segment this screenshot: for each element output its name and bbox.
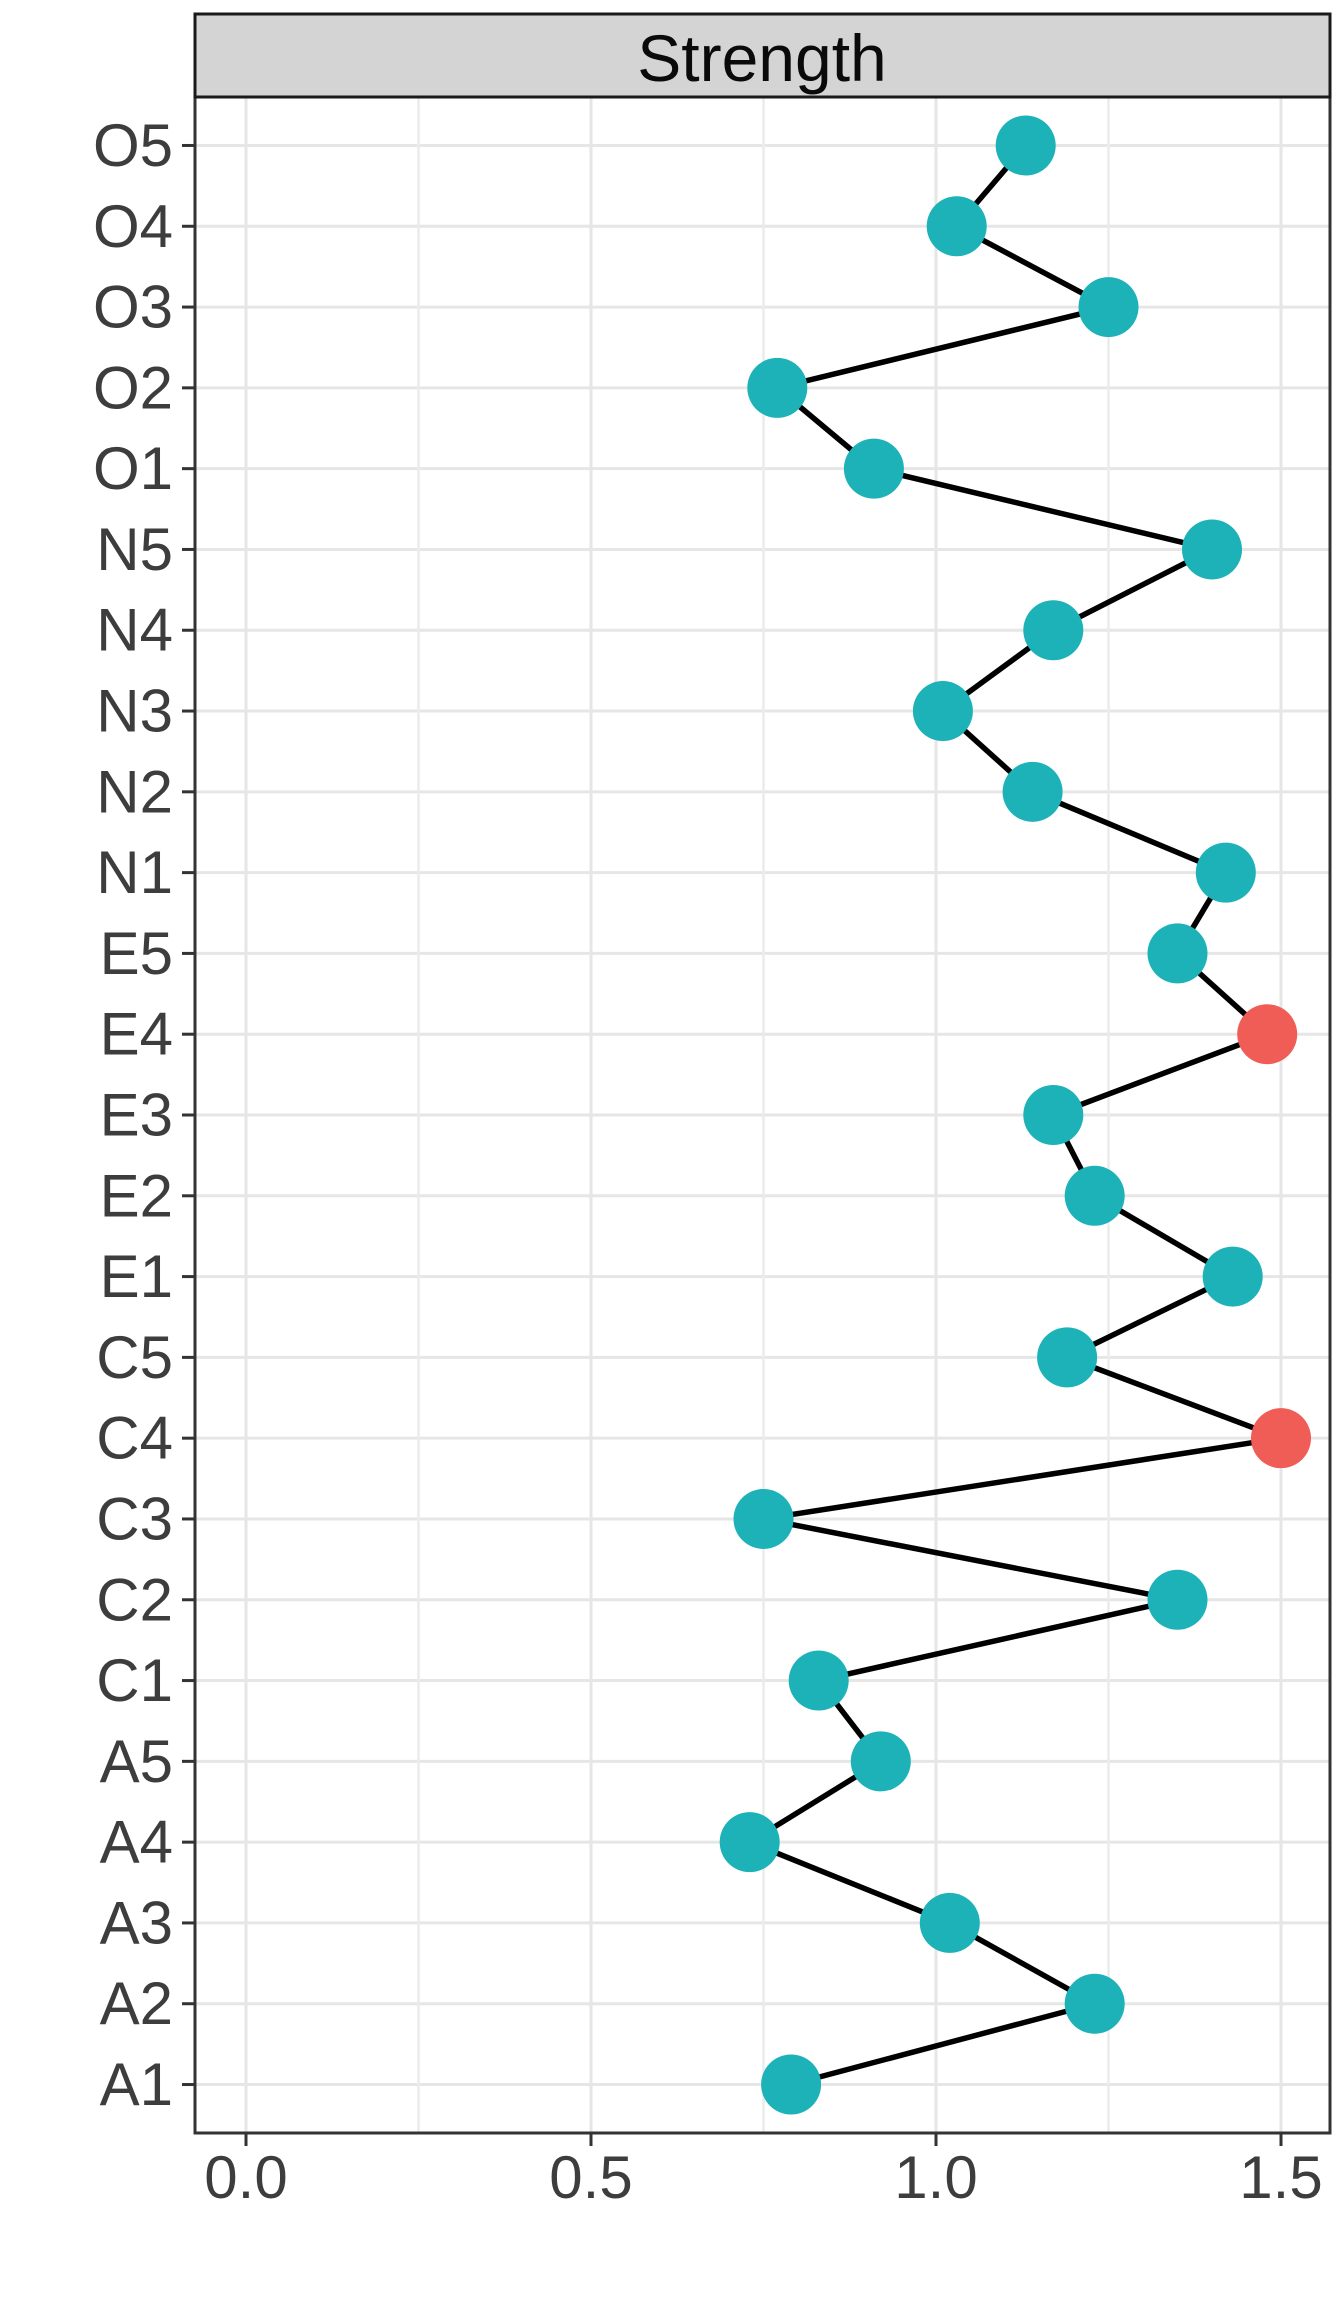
y-tick-label-O1: O1 [93, 435, 173, 502]
y-tick-label-N5: N5 [96, 516, 173, 583]
vertical-gridlines [244, 97, 1283, 2133]
data-point-A2 [1064, 1973, 1125, 2034]
y-tick-label-E3: E3 [100, 1082, 173, 1149]
data-point-C2 [1147, 1569, 1208, 1630]
data-point-O5 [995, 115, 1056, 176]
y-tick-label-O3: O3 [93, 274, 173, 341]
data-point-E4-highlighted [1237, 1004, 1298, 1065]
y-tick-label-A2: A2 [100, 1970, 173, 2037]
x-tick-label-1.5: 1.5 [1239, 2144, 1322, 2211]
y-tick-label-C5: C5 [96, 1324, 173, 1391]
data-point-A5 [850, 1731, 911, 1792]
y-tick-label-N4: N4 [96, 597, 173, 664]
y-tick-label-A1: A1 [100, 2051, 173, 2118]
data-point-N2 [1002, 761, 1063, 822]
data-point-E2 [1064, 1165, 1125, 1226]
data-point-E5 [1147, 923, 1208, 984]
y-tick-label-O4: O4 [93, 193, 173, 260]
y-tick-label-C4: C4 [96, 1405, 173, 1472]
data-point-A3 [919, 1892, 980, 1953]
y-tick-label-E4: E4 [100, 1001, 173, 1068]
data-point-A1 [761, 2054, 822, 2115]
data-point-E1 [1202, 1246, 1263, 1307]
y-tick-label-E5: E5 [100, 920, 173, 987]
y-tick-label-E2: E2 [100, 1162, 173, 1229]
data-point-O3 [1078, 277, 1139, 338]
data-point-A4 [719, 1812, 780, 1873]
y-tick-label-O5: O5 [93, 112, 173, 179]
facet-strip-title: Strength [637, 21, 887, 95]
y-tick-label-C3: C3 [96, 1485, 173, 1552]
x-axis-labels: 0.0 0.5 1.0 1.5 [204, 2144, 1322, 2211]
data-point-O2 [747, 357, 808, 418]
data-point-E3 [1023, 1085, 1084, 1145]
data-point-O4 [926, 196, 987, 257]
data-point-C3 [733, 1488, 794, 1549]
y-tick-label-C1: C1 [96, 1647, 173, 1714]
data-point-C5 [1037, 1327, 1098, 1388]
facet-strip [193, 12, 1332, 99]
data-point-N5 [1182, 519, 1242, 580]
x-tick-label-0.0: 0.0 [204, 2144, 287, 2211]
y-tick-label-N3: N3 [96, 678, 173, 745]
y-axis-labels: O5 O4 O3 O2 O1 N5 N4 N3 N2 N1 E5 E4 E3 E2 E1 C5 C4 C3 C2 C1… [93, 112, 173, 2118]
x-tick-label-1.0: 1.0 [894, 2144, 977, 2211]
data-point-O1 [843, 438, 904, 499]
y-tick-label-O2: O2 [93, 354, 173, 421]
data-point-N3 [912, 681, 973, 742]
y-tick-label-N1: N1 [96, 839, 173, 906]
data-point-N1 [1195, 842, 1256, 903]
y-tick-label-C2: C2 [96, 1566, 173, 1633]
y-tick-label-E1: E1 [100, 1243, 173, 1310]
x-tick-label-0.5: 0.5 [549, 2144, 632, 2211]
points-layer [719, 115, 1311, 2115]
data-point-C4-highlighted [1251, 1408, 1311, 1469]
data-point-N4 [1023, 600, 1084, 661]
y-tick-label-A5: A5 [100, 1728, 173, 1795]
y-tick-label-N2: N2 [96, 758, 173, 825]
axis-tick-marks [182, 143, 1283, 2146]
data-point-C1 [788, 1650, 849, 1711]
y-tick-label-A4: A4 [100, 1809, 173, 1876]
y-tick-label-A3: A3 [100, 1889, 173, 1956]
